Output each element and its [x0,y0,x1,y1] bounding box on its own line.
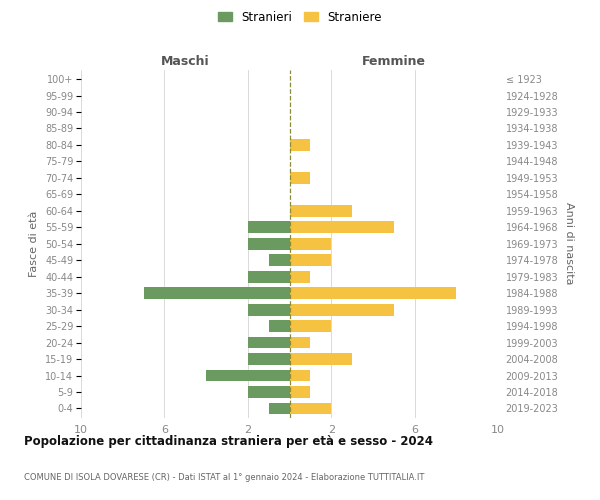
Legend: Stranieri, Straniere: Stranieri, Straniere [213,6,387,28]
Y-axis label: Anni di nascita: Anni di nascita [564,202,574,285]
Y-axis label: Fasce di età: Fasce di età [29,210,40,277]
Text: COMUNE DI ISOLA DOVARESE (CR) - Dati ISTAT al 1° gennaio 2024 - Elaborazione TUT: COMUNE DI ISOLA DOVARESE (CR) - Dati IST… [24,472,424,482]
Bar [290,304,394,316]
Bar [290,386,310,398]
Bar [206,370,290,382]
Bar [290,172,310,184]
Bar [248,386,290,398]
Bar [290,287,457,299]
Bar [248,222,290,233]
Bar [290,254,331,266]
Text: Maschi: Maschi [161,54,209,68]
Bar [290,370,310,382]
Bar [248,238,290,250]
Bar [290,402,331,414]
Bar [248,353,290,365]
Bar [269,320,290,332]
Bar [290,271,310,282]
Bar [248,336,290,348]
Bar [290,222,394,233]
Bar [290,139,310,151]
Bar [143,287,290,299]
Bar [290,336,310,348]
Bar [290,320,331,332]
Bar [269,402,290,414]
Bar [290,205,352,216]
Bar [248,304,290,316]
Bar [290,353,352,365]
Bar [269,254,290,266]
Bar [290,238,331,250]
Text: Femmine: Femmine [362,54,426,68]
Bar [248,271,290,282]
Text: Popolazione per cittadinanza straniera per età e sesso - 2024: Popolazione per cittadinanza straniera p… [24,435,433,448]
